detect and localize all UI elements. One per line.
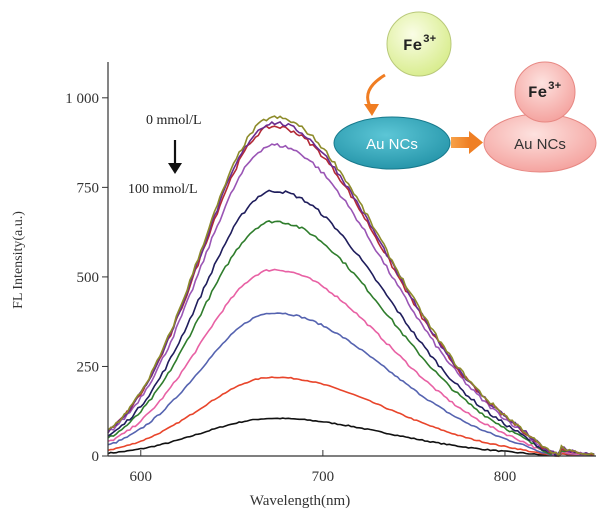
down-arrow-icon: [168, 140, 182, 174]
plot-lines: [107, 115, 595, 458]
x-axis-label: Wavelength(nm): [250, 493, 350, 509]
concentration-start-label: 0 mmol/L: [146, 113, 202, 128]
au-ncs-label-free: Au NCs: [366, 136, 418, 153]
series-line-9: [107, 121, 595, 457]
fe-ion-charge-bound: 3+: [548, 81, 562, 93]
y-tick-label: 1 000: [65, 91, 99, 107]
x-tick-label: 700: [312, 469, 335, 485]
x-tick-label: 600: [130, 469, 153, 485]
concentration-end-label: 100 mmol/L: [128, 182, 198, 197]
x-tick-label: 800: [494, 469, 517, 485]
ticks: 600 700 800 0 250 500 750 1 000: [65, 91, 516, 485]
series-line-4: [107, 268, 595, 457]
y-axis-label: FL Intensity(a.u.): [11, 211, 26, 309]
y-tick-label: 500: [77, 270, 100, 286]
y-tick-label: 750: [77, 180, 100, 196]
series-line-2: [107, 376, 595, 457]
fe-ion-label-free: Fe: [403, 37, 422, 55]
series-line-5: [107, 220, 595, 457]
au-ncs-ellipse-bound: Au NCs: [483, 113, 597, 173]
series-line-8: [107, 125, 595, 457]
series-line-1: [107, 417, 595, 457]
curved-arrow-icon: [366, 73, 386, 109]
au-ncs-label-bound: Au NCs: [514, 136, 566, 153]
curved-arrow-head-icon: [364, 104, 379, 116]
fe-ion-circle-free: Fe 3+: [386, 11, 452, 77]
au-ncs-ellipse-free: Au NCs: [333, 116, 451, 170]
series-line-6: [107, 189, 595, 457]
axes: [107, 62, 596, 457]
fe-ion-circle-bound: Fe 3+: [514, 61, 576, 123]
series-line-3: [107, 312, 595, 457]
series-line-10: [107, 115, 595, 458]
fe-ion-charge-free: 3+: [423, 34, 437, 46]
right-arrow-icon: [451, 131, 483, 154]
y-tick-label: 0: [92, 449, 100, 465]
series-line-7: [107, 142, 595, 456]
y-tick-label: 250: [77, 359, 100, 375]
fe-ion-label-bound: Fe: [528, 84, 547, 102]
